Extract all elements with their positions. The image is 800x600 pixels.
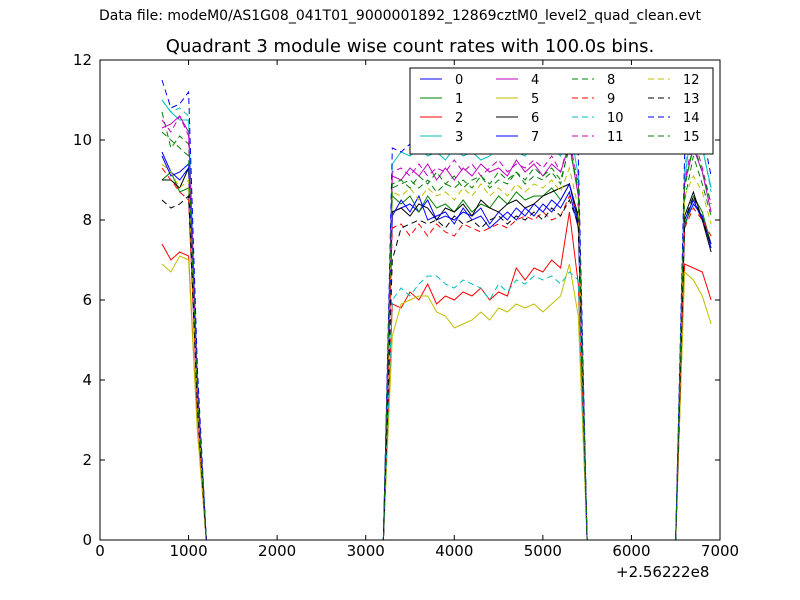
legend-label: 10 — [607, 111, 624, 126]
x-tick-label: 1000 — [169, 542, 207, 560]
series-line-9 — [161, 167, 712, 541]
legend-label: 9 — [607, 92, 615, 107]
x-tick-label: 3000 — [347, 542, 385, 560]
legend-entry-2: 2 — [420, 111, 463, 126]
y-tick-label: 10 — [73, 131, 92, 149]
series-line-10 — [161, 99, 712, 541]
legend-label: 0 — [455, 73, 463, 88]
series-line-7 — [161, 155, 712, 541]
series-line-2 — [161, 211, 712, 541]
legend-entry-4: 4 — [496, 73, 539, 88]
legend-entry-1: 1 — [420, 92, 463, 107]
y-tick-label: 0 — [82, 531, 92, 549]
x-tick-label: 4000 — [435, 542, 473, 560]
x-tick-label: 2000 — [258, 542, 296, 560]
legend-entry-15: 15 — [648, 130, 700, 145]
legend-entry-3: 3 — [420, 130, 463, 145]
legend-label: 6 — [531, 111, 539, 126]
legend-label: 13 — [683, 92, 700, 107]
x-tick-label: 7000 — [701, 542, 739, 560]
y-tick-label: 2 — [82, 451, 92, 469]
series-line-0 — [161, 151, 712, 541]
legend-entry-0: 0 — [420, 73, 463, 88]
x-offset-label: +2.56222e8 — [616, 563, 710, 581]
legend-entry-10: 10 — [572, 111, 624, 126]
legend-label: 1 — [455, 92, 463, 107]
legend-entry-6: 6 — [496, 111, 539, 126]
legend-entry-5: 5 — [496, 92, 539, 107]
legend-label: 8 — [607, 73, 615, 88]
series-line-8 — [161, 111, 712, 541]
legend-entry-8: 8 — [572, 73, 615, 88]
legend-entry-7: 7 — [496, 130, 539, 145]
y-tick-label: 6 — [82, 291, 92, 309]
chart-title: Quadrant 3 module wise count rates with … — [165, 36, 655, 57]
legend-label: 5 — [531, 92, 539, 107]
series-line-1 — [161, 171, 712, 541]
y-tick-label: 4 — [82, 371, 92, 389]
legend-label: 14 — [683, 111, 700, 126]
legend-label: 12 — [683, 73, 700, 88]
legend-label: 7 — [531, 130, 539, 145]
legend-entry-11: 11 — [572, 130, 624, 145]
legend-label: 4 — [531, 73, 539, 88]
y-tick-label: 12 — [73, 51, 92, 69]
legend-label: 3 — [455, 130, 463, 145]
series-line-4 — [161, 115, 712, 541]
legend-label: 11 — [607, 130, 624, 145]
series-line-13 — [161, 194, 712, 541]
y-tick-label: 8 — [82, 211, 92, 229]
legend-entry-12: 12 — [648, 73, 700, 88]
x-tick-label: 0 — [95, 542, 105, 560]
x-tick-label: 5000 — [524, 542, 562, 560]
legend-label: 2 — [455, 111, 463, 126]
x-tick-label: 6000 — [612, 542, 650, 560]
legend-entry-14: 14 — [648, 111, 700, 126]
series-line-5 — [161, 255, 712, 541]
legend-entry-13: 13 — [648, 92, 700, 107]
legend-box — [409, 67, 714, 155]
legend-label: 15 — [683, 130, 700, 145]
series-line-15 — [161, 131, 712, 541]
series-line-3 — [161, 99, 712, 541]
data-file-label: Data file: modeM0/AS1G08_041T01_90000018… — [99, 8, 701, 24]
legend-entry-9: 9 — [572, 92, 615, 107]
